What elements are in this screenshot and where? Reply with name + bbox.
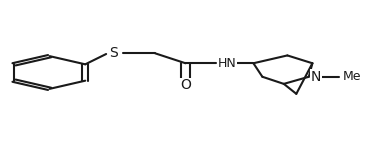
Text: HN: HN xyxy=(218,57,236,70)
Text: S: S xyxy=(110,46,118,60)
Text: N: N xyxy=(311,70,321,84)
Text: O: O xyxy=(180,78,191,92)
Text: Me: Me xyxy=(343,70,361,83)
